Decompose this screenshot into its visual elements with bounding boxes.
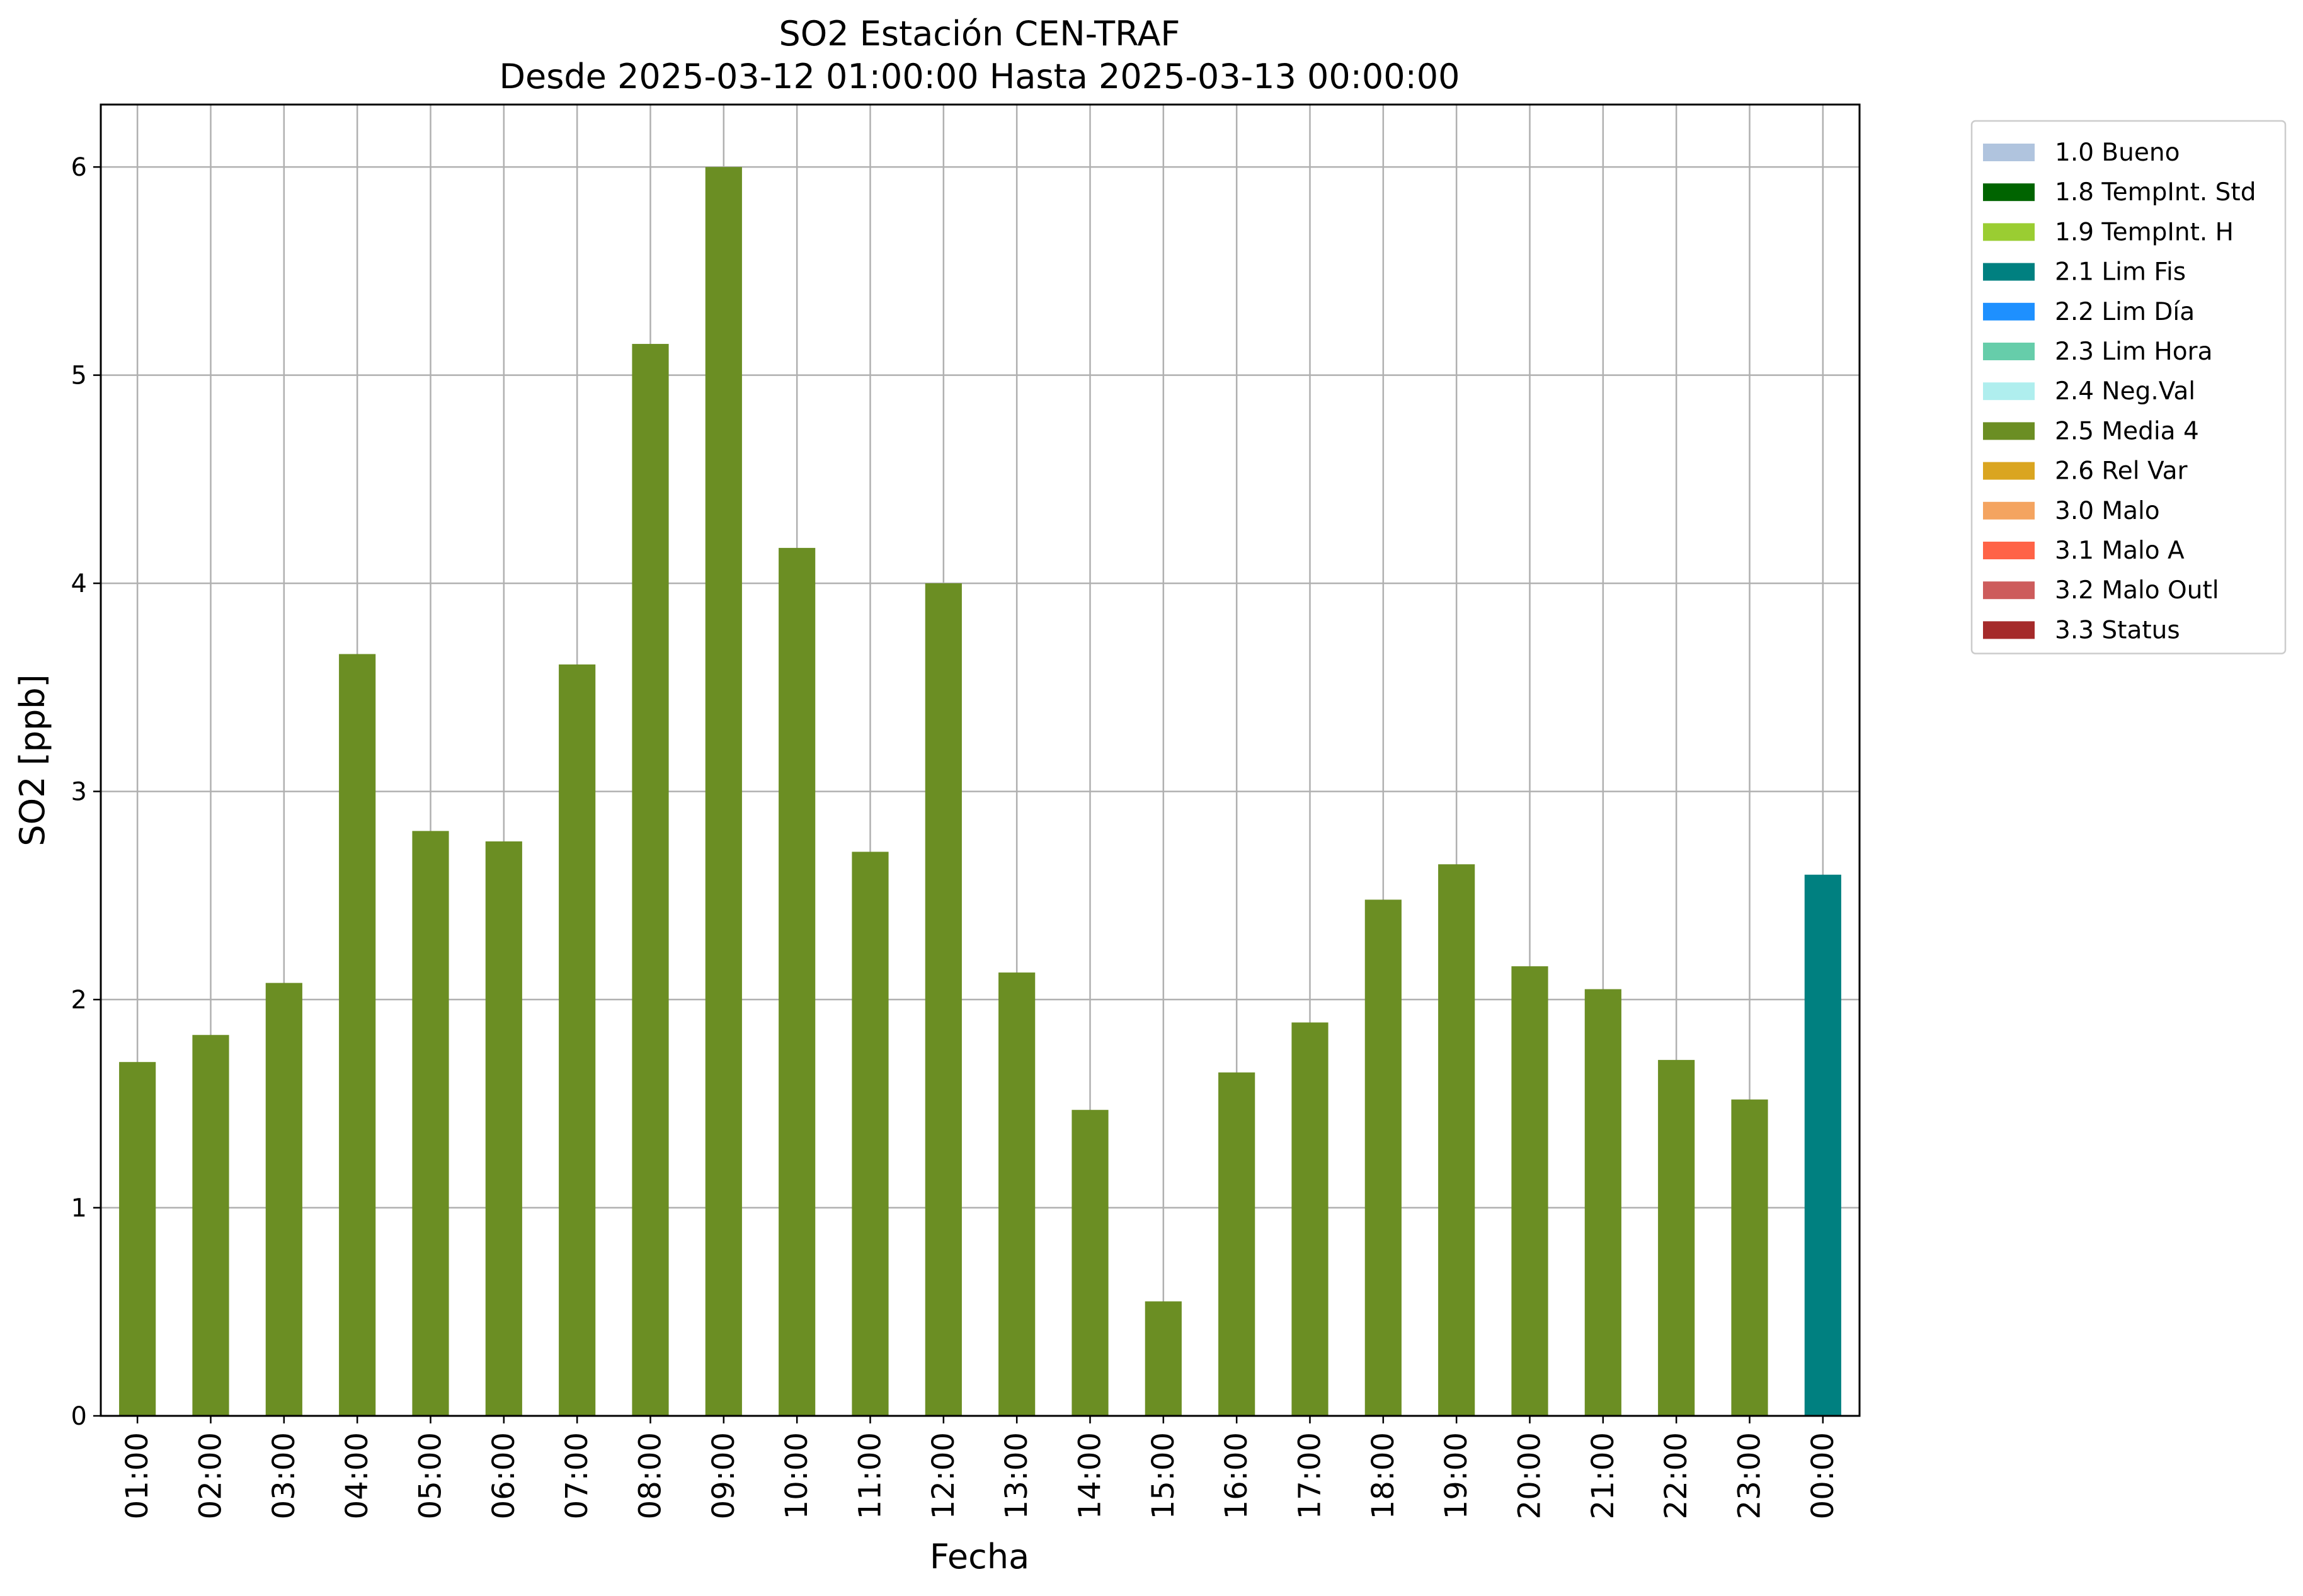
x-tick-label: 00:00: [1805, 1432, 1841, 1519]
x-tick-label: 08:00: [633, 1432, 668, 1519]
legend-label: 2.6 Rel Var: [2055, 457, 2188, 486]
y-tick-label: 1: [71, 1194, 87, 1223]
bar-0700: [559, 664, 596, 1416]
bar-2100: [1584, 989, 1621, 1416]
chart-title: SO2 Estación CEN-TRAF: [779, 14, 1180, 54]
x-tick-label: 03:00: [266, 1432, 302, 1519]
legend-label: 2.5 Media 4: [2055, 417, 2199, 445]
bar-0000: [1804, 874, 1841, 1416]
bar-1600: [1218, 1072, 1255, 1416]
x-tick-label: 19:00: [1439, 1432, 1474, 1519]
x-axis-ticks: 01:00 02:00 03:00 04:00 05:00 06:00 07:00 08:00…: [120, 1416, 1841, 1519]
bar-0600: [485, 841, 522, 1416]
x-axis-label: Fecha: [930, 1537, 1029, 1576]
bar-1900: [1438, 864, 1475, 1416]
legend-label: 1.9 TempInt. H: [2055, 218, 2234, 246]
x-tick-label: 17:00: [1293, 1432, 1328, 1519]
legend-swatch: [1983, 382, 2035, 401]
y-tick-label: 6: [71, 153, 87, 182]
bar-1500: [1145, 1301, 1182, 1416]
legend-swatch: [1983, 462, 2035, 480]
legend-label: 2.3 Lim Hora: [2055, 338, 2213, 366]
y-tick-label: 2: [71, 986, 87, 1015]
bar-2000: [1511, 966, 1548, 1416]
x-tick-label: 21:00: [1586, 1432, 1621, 1519]
legend-swatch: [1983, 343, 2035, 360]
bar-1100: [852, 852, 889, 1416]
legend: 1.0 Bueno 1.8 TempInt. Std 1.9 TempInt. H 2…: [1970, 120, 2287, 654]
y-tick-label: 0: [71, 1402, 87, 1431]
y-tick-label: 3: [71, 778, 87, 807]
x-tick-label: 10:00: [779, 1432, 814, 1519]
legend-swatch: [1983, 223, 2035, 241]
chart-subtitle: Desde 2025-03-12 01:00:00 Hasta 2025-03-…: [499, 57, 1460, 96]
x-tick-label: 20:00: [1512, 1432, 1548, 1519]
bar-0400: [339, 654, 376, 1416]
legend-swatch: [1983, 581, 2035, 600]
legend-label: 1.0 Bueno: [2055, 139, 2180, 167]
bar-0300: [265, 983, 302, 1416]
x-tick-label: 16:00: [1219, 1432, 1254, 1519]
legend-label: 3.0 Malo: [2055, 497, 2160, 525]
x-tick-label: 05:00: [413, 1432, 449, 1519]
legend-swatch: [1983, 501, 2035, 520]
bar-1800: [1364, 899, 1402, 1416]
bar-1300: [998, 972, 1036, 1416]
x-tick-label: 09:00: [706, 1432, 741, 1519]
x-tick-label: 23:00: [1732, 1432, 1768, 1519]
x-tick-label: 22:00: [1659, 1432, 1694, 1519]
legend-swatch: [1983, 621, 2035, 639]
legend-swatch: [1983, 422, 2035, 440]
x-tick-label: 07:00: [559, 1432, 595, 1519]
bar-0500: [412, 831, 449, 1416]
x-tick-label: 13:00: [999, 1432, 1034, 1519]
legend-swatch: [1983, 542, 2035, 559]
x-tick-label: 02:00: [193, 1432, 229, 1519]
legend-label: 3.2 Malo Outl: [2055, 576, 2219, 605]
legend-swatch: [1983, 144, 2035, 161]
x-tick-label: 18:00: [1366, 1432, 1401, 1519]
legend-label: 3.3 Status: [2055, 616, 2180, 644]
bar-1700: [1291, 1022, 1329, 1416]
plot-frame: [100, 103, 1861, 1417]
legend-swatch: [1983, 183, 2035, 202]
bar-2300: [1731, 1099, 1768, 1416]
bar-1200: [925, 583, 962, 1416]
legend-box: [1970, 120, 2287, 654]
legend-label: 2.2 Lim Día: [2055, 298, 2195, 326]
y-axis-label: SO2 [ppb]: [13, 674, 52, 846]
x-tick-label: 12:00: [926, 1432, 961, 1519]
y-tick-label: 4: [71, 569, 87, 598]
y-axis-ticks: 0 1 2 3 4 5 6: [71, 153, 101, 1431]
bar-1000: [779, 547, 816, 1416]
legend-label: 2.4 Neg.Val: [2055, 377, 2195, 406]
legend-swatch: [1983, 263, 2035, 281]
x-tick-label: 14:00: [1073, 1432, 1108, 1519]
x-tick-label: 04:00: [340, 1432, 375, 1519]
x-tick-label: 06:00: [486, 1432, 522, 1519]
bar-0200: [192, 1035, 229, 1416]
legend-label: 1.8 TempInt. Std: [2055, 178, 2256, 207]
bar-1400: [1071, 1110, 1109, 1416]
legend-swatch: [1983, 302, 2035, 321]
x-tick-label: 15:00: [1146, 1432, 1181, 1519]
bar-0800: [632, 344, 669, 1416]
bar-2200: [1658, 1059, 1695, 1416]
legend-label: 2.1 Lim Fis: [2055, 258, 2186, 287]
legend-label: 3.1 Malo A: [2055, 537, 2185, 565]
bar-0100: [119, 1062, 156, 1416]
bar-0900: [705, 167, 742, 1416]
y-tick-label: 5: [71, 362, 87, 390]
x-tick-label: 01:00: [120, 1432, 155, 1519]
bars: [119, 167, 1841, 1416]
x-tick-label: 11:00: [853, 1432, 888, 1519]
